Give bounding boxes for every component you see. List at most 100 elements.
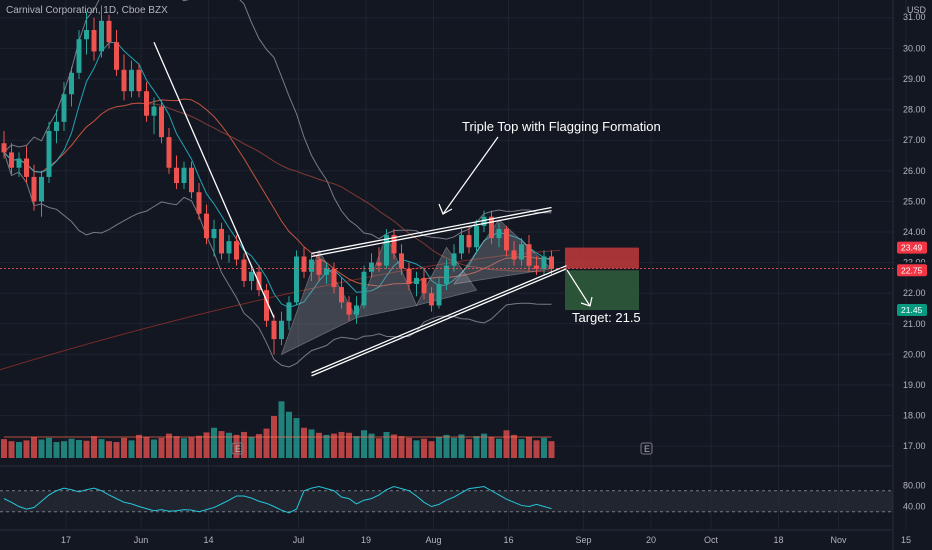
- rsi-tick-label: 80.00: [903, 481, 926, 491]
- volume-bar: [8, 441, 15, 458]
- volume-bar: [458, 434, 465, 458]
- candle-body: [474, 225, 479, 248]
- time-tick-label: Jul: [293, 535, 305, 545]
- lower-channel-line-2: [311, 268, 567, 377]
- volume-bar: [308, 429, 315, 458]
- volume-bar: [301, 427, 307, 458]
- price-axis[interactable]: 30.0029.0028.0027.0026.0025.0024.0023.00…: [903, 12, 926, 451]
- candle-body: [324, 268, 329, 275]
- earnings-marker-label: E: [235, 444, 241, 454]
- volume-bar: [511, 434, 517, 458]
- ma-9-line: [3, 41, 552, 309]
- volume-bar: [376, 438, 382, 458]
- candlestick-series: [1, 5, 554, 355]
- pattern-triangle: [280, 249, 358, 356]
- time-tick-label: 18: [773, 535, 783, 545]
- volume-bar: [46, 437, 52, 458]
- pattern-annotation[interactable]: Triple Top with Flagging Formation: [462, 119, 661, 134]
- candle-body: [121, 69, 127, 92]
- price-tick-label: 31.00: [903, 12, 926, 22]
- volume-bar: [113, 442, 120, 458]
- candle-body: [504, 228, 509, 251]
- time-tick-label: 17: [61, 535, 71, 545]
- volume-bar: [443, 434, 450, 458]
- volume-bar: [38, 439, 45, 458]
- volume-bar: [353, 436, 360, 458]
- candle-body: [181, 167, 187, 184]
- earnings-marker-future-label: E: [644, 444, 650, 454]
- candle-body: [406, 268, 412, 285]
- time-axis[interactable]: 17 Jun 14 Jul 19 Aug 16 Sep 20 Oct 18 Nov 15: [61, 535, 911, 545]
- volume-bar: [151, 439, 157, 458]
- volume-bar: [106, 441, 112, 458]
- volume-bar: [136, 434, 142, 458]
- earnings-marker[interactable]: E: [231, 442, 244, 455]
- time-tick-label: 20: [646, 535, 656, 545]
- candle-body: [234, 241, 239, 260]
- candle-body: [91, 30, 97, 52]
- candle-body: [279, 320, 284, 340]
- candle-body: [444, 265, 449, 285]
- candle-body: [211, 228, 217, 239]
- time-tick-label: 19: [361, 535, 371, 545]
- candle-body: [376, 262, 382, 266]
- candle-body: [226, 241, 232, 254]
- candle-body: [451, 253, 457, 266]
- risk-reward-zones[interactable]: [565, 247, 639, 311]
- volume-bar: [16, 442, 22, 458]
- target-arrowhead: [580, 296, 593, 307]
- volume-bar: [541, 437, 547, 458]
- bollinger-lower: [3, 152, 552, 368]
- candle-body: [69, 72, 74, 95]
- candle-body: [76, 39, 82, 73]
- price-badge-label: 21.45: [901, 305, 923, 315]
- candle-body: [429, 293, 434, 306]
- earnings-marker-future[interactable]: E: [640, 442, 653, 455]
- volume-bar: [496, 438, 502, 458]
- volume-bar: [436, 437, 442, 458]
- candle-body: [159, 106, 164, 138]
- volume-bar: [293, 418, 300, 458]
- price-badge: [897, 304, 927, 317]
- rsi-tick-label: 40.00: [903, 502, 926, 512]
- candle-body: [144, 91, 149, 116]
- candle-body: [384, 235, 389, 266]
- volume-bar: [428, 441, 435, 458]
- lower-channel-line: [311, 265, 567, 374]
- volume-bar: [406, 437, 412, 458]
- target-annotation[interactable]: Target: 21.5: [572, 310, 641, 325]
- candle-body: [534, 265, 539, 269]
- candle-body: [16, 158, 22, 168]
- volume-bar: [203, 432, 210, 458]
- chart-title: Carnival Corporation, 1D, Cboe BZX: [6, 5, 168, 16]
- trend-line-drawings[interactable]: [0, 41, 893, 377]
- price-tick-label: 17.00: [903, 441, 926, 451]
- candle-body: [361, 271, 367, 306]
- candle-body: [489, 216, 494, 239]
- volume-bar: [548, 441, 555, 458]
- candle-body: [399, 253, 404, 269]
- time-tick-label: 15: [901, 535, 911, 545]
- ma-200-line: [0, 249, 561, 371]
- candle-body: [369, 262, 374, 272]
- candle-body: [9, 152, 14, 168]
- volume-bar: [413, 440, 420, 458]
- volume-bar: [188, 437, 195, 458]
- time-tick-label: Oct: [704, 535, 719, 545]
- annotation-arrow: [442, 136, 499, 215]
- volume-bar: [346, 432, 352, 458]
- price-badge-label: 22.75: [901, 265, 923, 275]
- volume-bar: [323, 434, 330, 458]
- volume-bar: [391, 434, 397, 458]
- moving-averages: [0, 41, 561, 371]
- volume-bar: [83, 440, 90, 458]
- volume-bar: [31, 437, 37, 458]
- volume-bar: [1, 439, 7, 458]
- candle-body: [24, 158, 29, 177]
- price-tick-label: 20.00: [903, 349, 926, 359]
- price-tick-label: 21.00: [903, 319, 926, 329]
- candle-body: [459, 235, 464, 254]
- rsi-band: [0, 490, 893, 512]
